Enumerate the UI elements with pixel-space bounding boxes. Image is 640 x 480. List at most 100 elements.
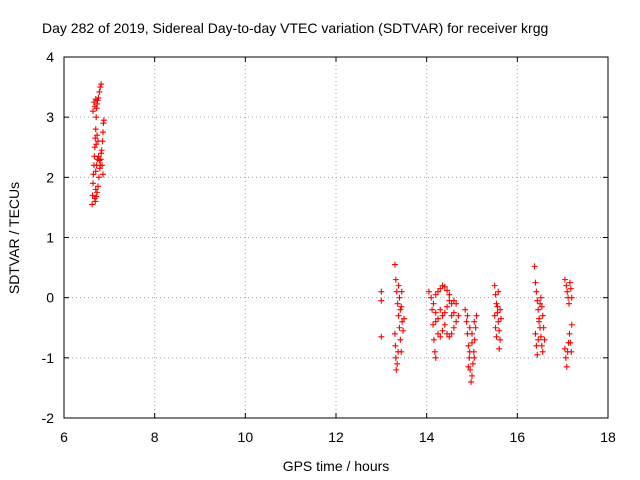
data-point xyxy=(561,276,568,283)
data-point xyxy=(430,321,437,328)
x-tick-label: 10 xyxy=(238,429,254,445)
data-point xyxy=(465,363,472,370)
data-point xyxy=(97,84,104,91)
data-point xyxy=(538,342,545,349)
data-point xyxy=(93,114,100,121)
data-point xyxy=(562,354,569,361)
y-tick-label: 1 xyxy=(46,230,54,246)
data-point xyxy=(441,283,448,290)
data-point xyxy=(392,354,399,361)
data-point xyxy=(568,321,575,328)
data-point xyxy=(435,330,441,337)
data-point xyxy=(497,306,504,313)
data-point xyxy=(378,288,385,295)
data-point xyxy=(494,303,501,310)
data-point xyxy=(99,171,106,178)
data-points xyxy=(89,81,575,385)
data-point xyxy=(90,108,97,115)
data-point xyxy=(537,300,543,307)
data-point xyxy=(491,312,498,319)
y-tick-label: 4 xyxy=(46,49,54,65)
data-point xyxy=(432,291,439,298)
data-point xyxy=(378,297,385,304)
data-point xyxy=(492,324,499,331)
data-point xyxy=(446,291,453,298)
data-point xyxy=(566,330,573,337)
x-tick-label: 18 xyxy=(600,429,616,445)
data-point xyxy=(467,366,474,373)
data-point xyxy=(563,282,570,289)
data-point xyxy=(91,195,98,202)
data-point xyxy=(91,144,98,151)
data-point xyxy=(535,306,542,313)
data-point xyxy=(539,312,546,319)
data-point xyxy=(533,288,540,295)
data-point xyxy=(400,327,407,334)
data-point xyxy=(394,300,401,307)
data-point xyxy=(95,174,102,181)
data-point xyxy=(468,378,475,385)
data-point xyxy=(428,294,435,301)
data-point xyxy=(392,276,399,283)
data-point xyxy=(532,330,539,337)
plot-frame xyxy=(63,56,609,419)
data-point xyxy=(453,300,460,307)
data-point xyxy=(567,339,574,346)
data-point xyxy=(471,354,478,361)
data-point xyxy=(534,297,541,304)
data-point xyxy=(395,282,402,289)
data-point xyxy=(466,324,473,331)
data-point xyxy=(541,336,548,343)
data-point xyxy=(437,285,444,292)
data-point xyxy=(441,309,448,316)
data-point xyxy=(448,330,455,337)
data-point xyxy=(536,318,543,325)
data-point xyxy=(533,342,540,349)
data-point xyxy=(100,117,107,124)
data-point xyxy=(378,333,385,340)
x-tick-label: 14 xyxy=(419,429,435,445)
data-point xyxy=(392,342,399,349)
data-point xyxy=(439,327,446,334)
data-point xyxy=(450,324,457,331)
data-point xyxy=(98,150,105,157)
data-point xyxy=(95,183,101,190)
data-point xyxy=(396,324,403,331)
data-point xyxy=(393,366,400,373)
data-point xyxy=(391,261,398,268)
data-point xyxy=(396,294,403,301)
data-point xyxy=(491,282,498,289)
data-point xyxy=(90,180,97,187)
data-point xyxy=(568,294,575,301)
data-point xyxy=(531,263,538,270)
data-point xyxy=(497,336,504,343)
data-point xyxy=(496,345,503,352)
data-point xyxy=(568,348,575,355)
data-point xyxy=(432,354,439,361)
data-point xyxy=(430,336,437,343)
data-point xyxy=(450,297,457,304)
data-point xyxy=(437,333,444,340)
data-point xyxy=(439,312,446,319)
data-point xyxy=(99,162,106,169)
data-point xyxy=(540,324,547,331)
data-point xyxy=(94,132,101,139)
data-point xyxy=(435,315,441,322)
data-point xyxy=(537,294,544,301)
data-point xyxy=(397,306,404,313)
data-point xyxy=(429,306,436,313)
data-point xyxy=(398,288,405,295)
data-point xyxy=(538,303,545,310)
data-point xyxy=(431,348,438,355)
x-axis-label: GPS time / hours xyxy=(283,458,390,474)
data-point xyxy=(99,129,106,136)
data-point xyxy=(493,300,500,307)
data-point xyxy=(539,348,546,355)
data-point xyxy=(425,288,432,295)
data-point xyxy=(96,88,103,95)
data-point xyxy=(532,279,539,286)
data-point xyxy=(498,315,505,322)
data-point xyxy=(472,324,479,331)
